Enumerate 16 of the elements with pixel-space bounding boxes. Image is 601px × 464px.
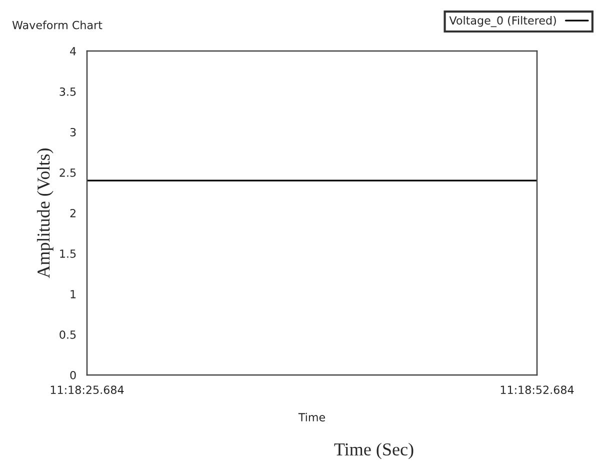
x-tick-label: 11:18:52.684 (500, 386, 574, 394)
y-tick-label: 2.5 (60, 168, 76, 177)
chart-title: Waveform Chart (12, 20, 102, 30)
x-axis-title: Time (298, 412, 325, 422)
y-tick-label: 0.5 (60, 330, 76, 339)
y-tick-label: 3 (70, 128, 76, 136)
y-tick-label: 4 (70, 47, 76, 56)
y-tick-label: 0 (70, 370, 76, 380)
x-tick-label: 11:18:25.684 (50, 386, 124, 394)
y-tick-label: 1 (70, 290, 76, 298)
y-tick-label: 2 (70, 208, 76, 218)
text: Time (Sec) (334, 442, 414, 460)
legend-label: Voltage_0 (Filtered) (449, 16, 556, 28)
y-axis-title: Amplitude (Volts) (36, 148, 54, 278)
y-tick-label: 3.5 (60, 87, 76, 96)
y-tick-label: 1.5 (60, 250, 76, 258)
